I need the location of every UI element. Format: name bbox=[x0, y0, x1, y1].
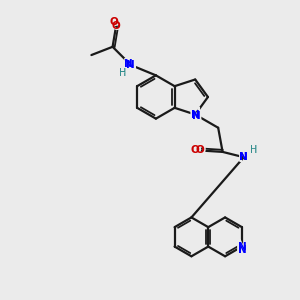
Text: N: N bbox=[191, 110, 200, 119]
Text: N: N bbox=[124, 59, 133, 70]
Text: N: N bbox=[239, 152, 248, 162]
Text: N: N bbox=[238, 150, 250, 165]
Text: N: N bbox=[194, 113, 199, 119]
Text: O: O bbox=[108, 15, 120, 29]
Text: N: N bbox=[125, 58, 137, 73]
Text: H: H bbox=[250, 145, 257, 155]
Text: N: N bbox=[192, 111, 200, 121]
Text: O: O bbox=[195, 146, 204, 155]
Text: N: N bbox=[189, 107, 201, 122]
Text: O: O bbox=[194, 143, 206, 158]
Text: N: N bbox=[127, 60, 135, 70]
Text: O: O bbox=[110, 17, 119, 27]
Text: N: N bbox=[238, 150, 250, 164]
Text: O: O bbox=[191, 146, 200, 155]
Text: N: N bbox=[190, 109, 202, 123]
Text: N: N bbox=[192, 111, 200, 121]
Text: O: O bbox=[189, 143, 201, 158]
Text: N: N bbox=[238, 245, 246, 255]
Text: H: H bbox=[248, 143, 258, 156]
Text: N: N bbox=[238, 245, 246, 255]
Text: N: N bbox=[239, 152, 248, 162]
Text: N: N bbox=[239, 152, 248, 162]
Text: H: H bbox=[119, 68, 126, 78]
Text: O: O bbox=[112, 21, 121, 31]
Text: H: H bbox=[118, 67, 127, 80]
Text: N: N bbox=[124, 59, 133, 70]
Text: H: H bbox=[119, 68, 126, 78]
Text: O: O bbox=[191, 146, 200, 155]
Text: O: O bbox=[110, 18, 122, 33]
Text: O: O bbox=[110, 17, 119, 27]
Text: N: N bbox=[123, 58, 134, 71]
Text: H: H bbox=[250, 145, 257, 155]
Text: N: N bbox=[236, 243, 248, 257]
Text: N: N bbox=[238, 242, 246, 252]
Text: N: N bbox=[236, 239, 248, 254]
